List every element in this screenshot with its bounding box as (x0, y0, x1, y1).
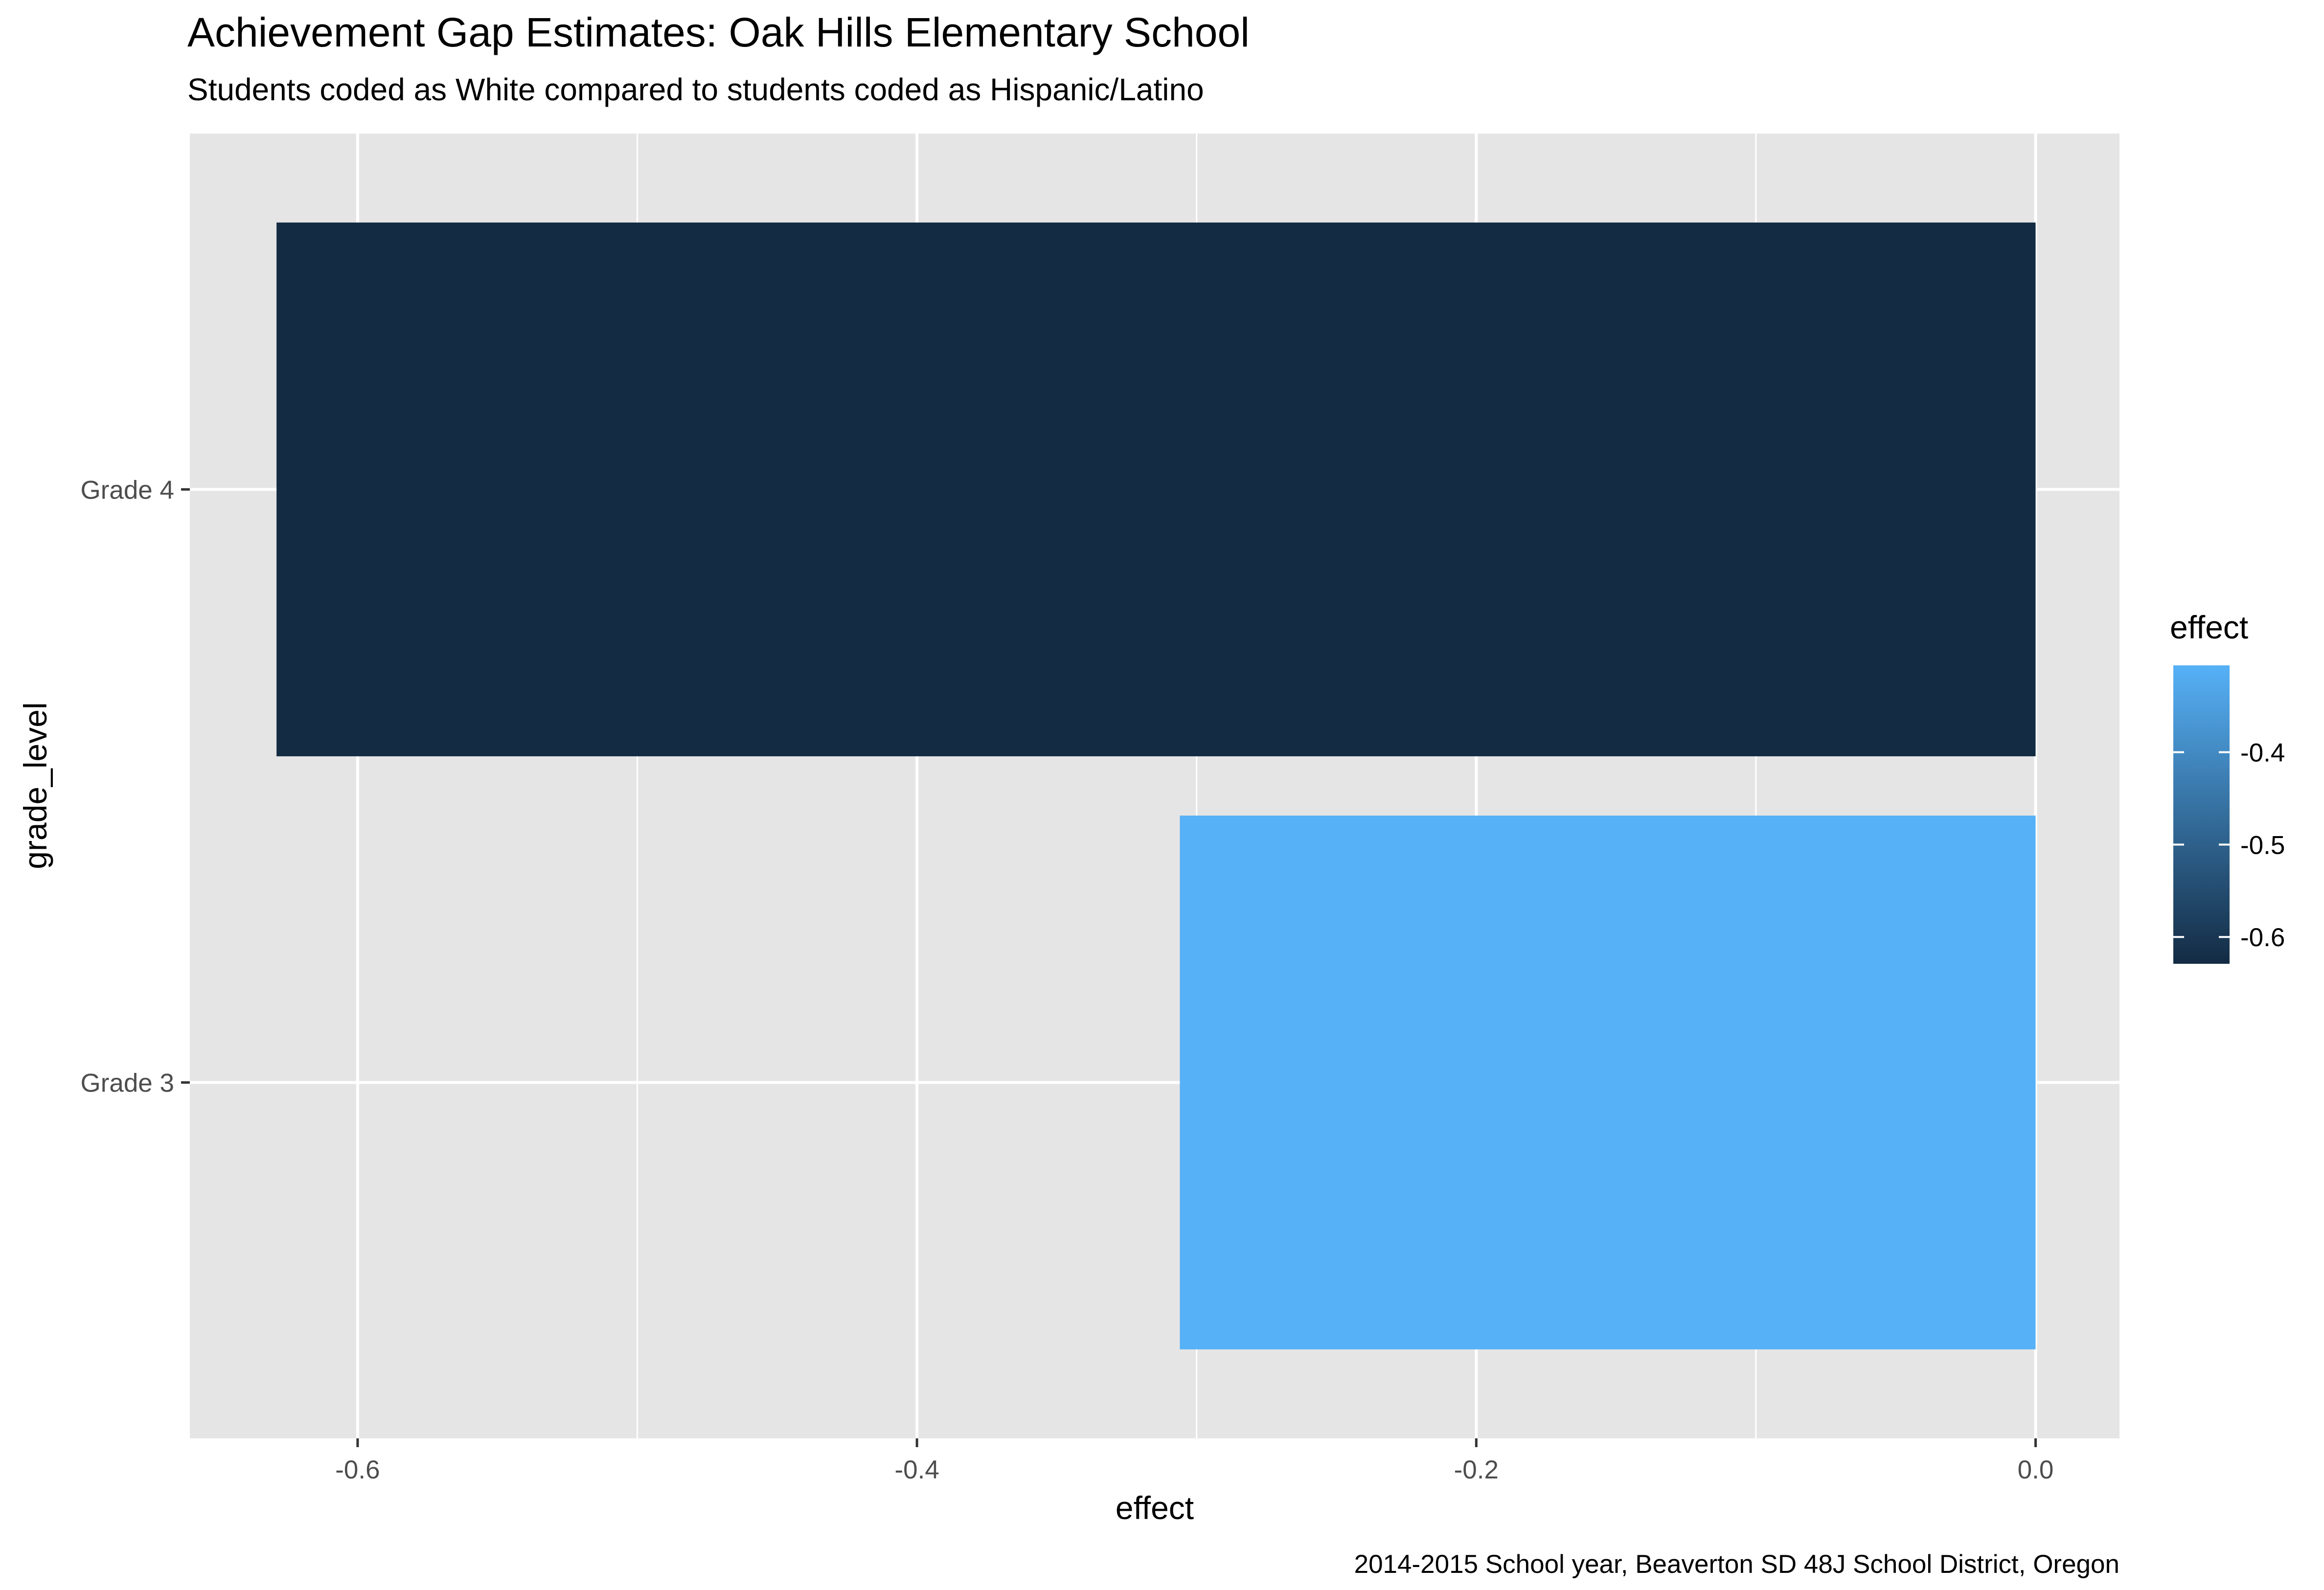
y-axis-title: grade_level (17, 702, 53, 869)
y-axis: Grade 3 Grade 4 (80, 476, 190, 1098)
legend-label: -0.5 (2240, 831, 2285, 860)
x-tick-label: -0.6 (335, 1455, 380, 1484)
chart-caption: 2014-2015 School year, Beaverton SD 48J … (1354, 1550, 2119, 1579)
bar-grade-4 (276, 222, 2036, 756)
x-tick-label: -0.4 (894, 1455, 939, 1484)
bars (276, 222, 2036, 1350)
legend-title: effect (2170, 609, 2248, 645)
chart-subtitle: Students coded as White compared to stud… (187, 72, 1204, 107)
x-tick-label: 0.0 (2018, 1455, 2054, 1484)
legend: effect -0.4 -0.5 -0.6 (2170, 609, 2285, 964)
bar-grade-3 (1180, 816, 2036, 1350)
x-axis-title: effect (1116, 1490, 1194, 1526)
x-tick-label: -0.2 (1454, 1455, 1499, 1484)
x-axis: -0.6 -0.4 -0.2 0.0 (335, 1438, 2053, 1484)
legend-colorbar (2173, 665, 2230, 964)
chart-title: Achievement Gap Estimates: Oak Hills Ele… (187, 9, 1250, 55)
y-tick-label: Grade 4 (80, 476, 174, 504)
legend-label: -0.6 (2240, 923, 2285, 952)
legend-ticks: -0.4 -0.5 -0.6 (2173, 739, 2285, 952)
y-tick-label: Grade 3 (80, 1069, 174, 1098)
legend-label: -0.4 (2240, 739, 2285, 768)
